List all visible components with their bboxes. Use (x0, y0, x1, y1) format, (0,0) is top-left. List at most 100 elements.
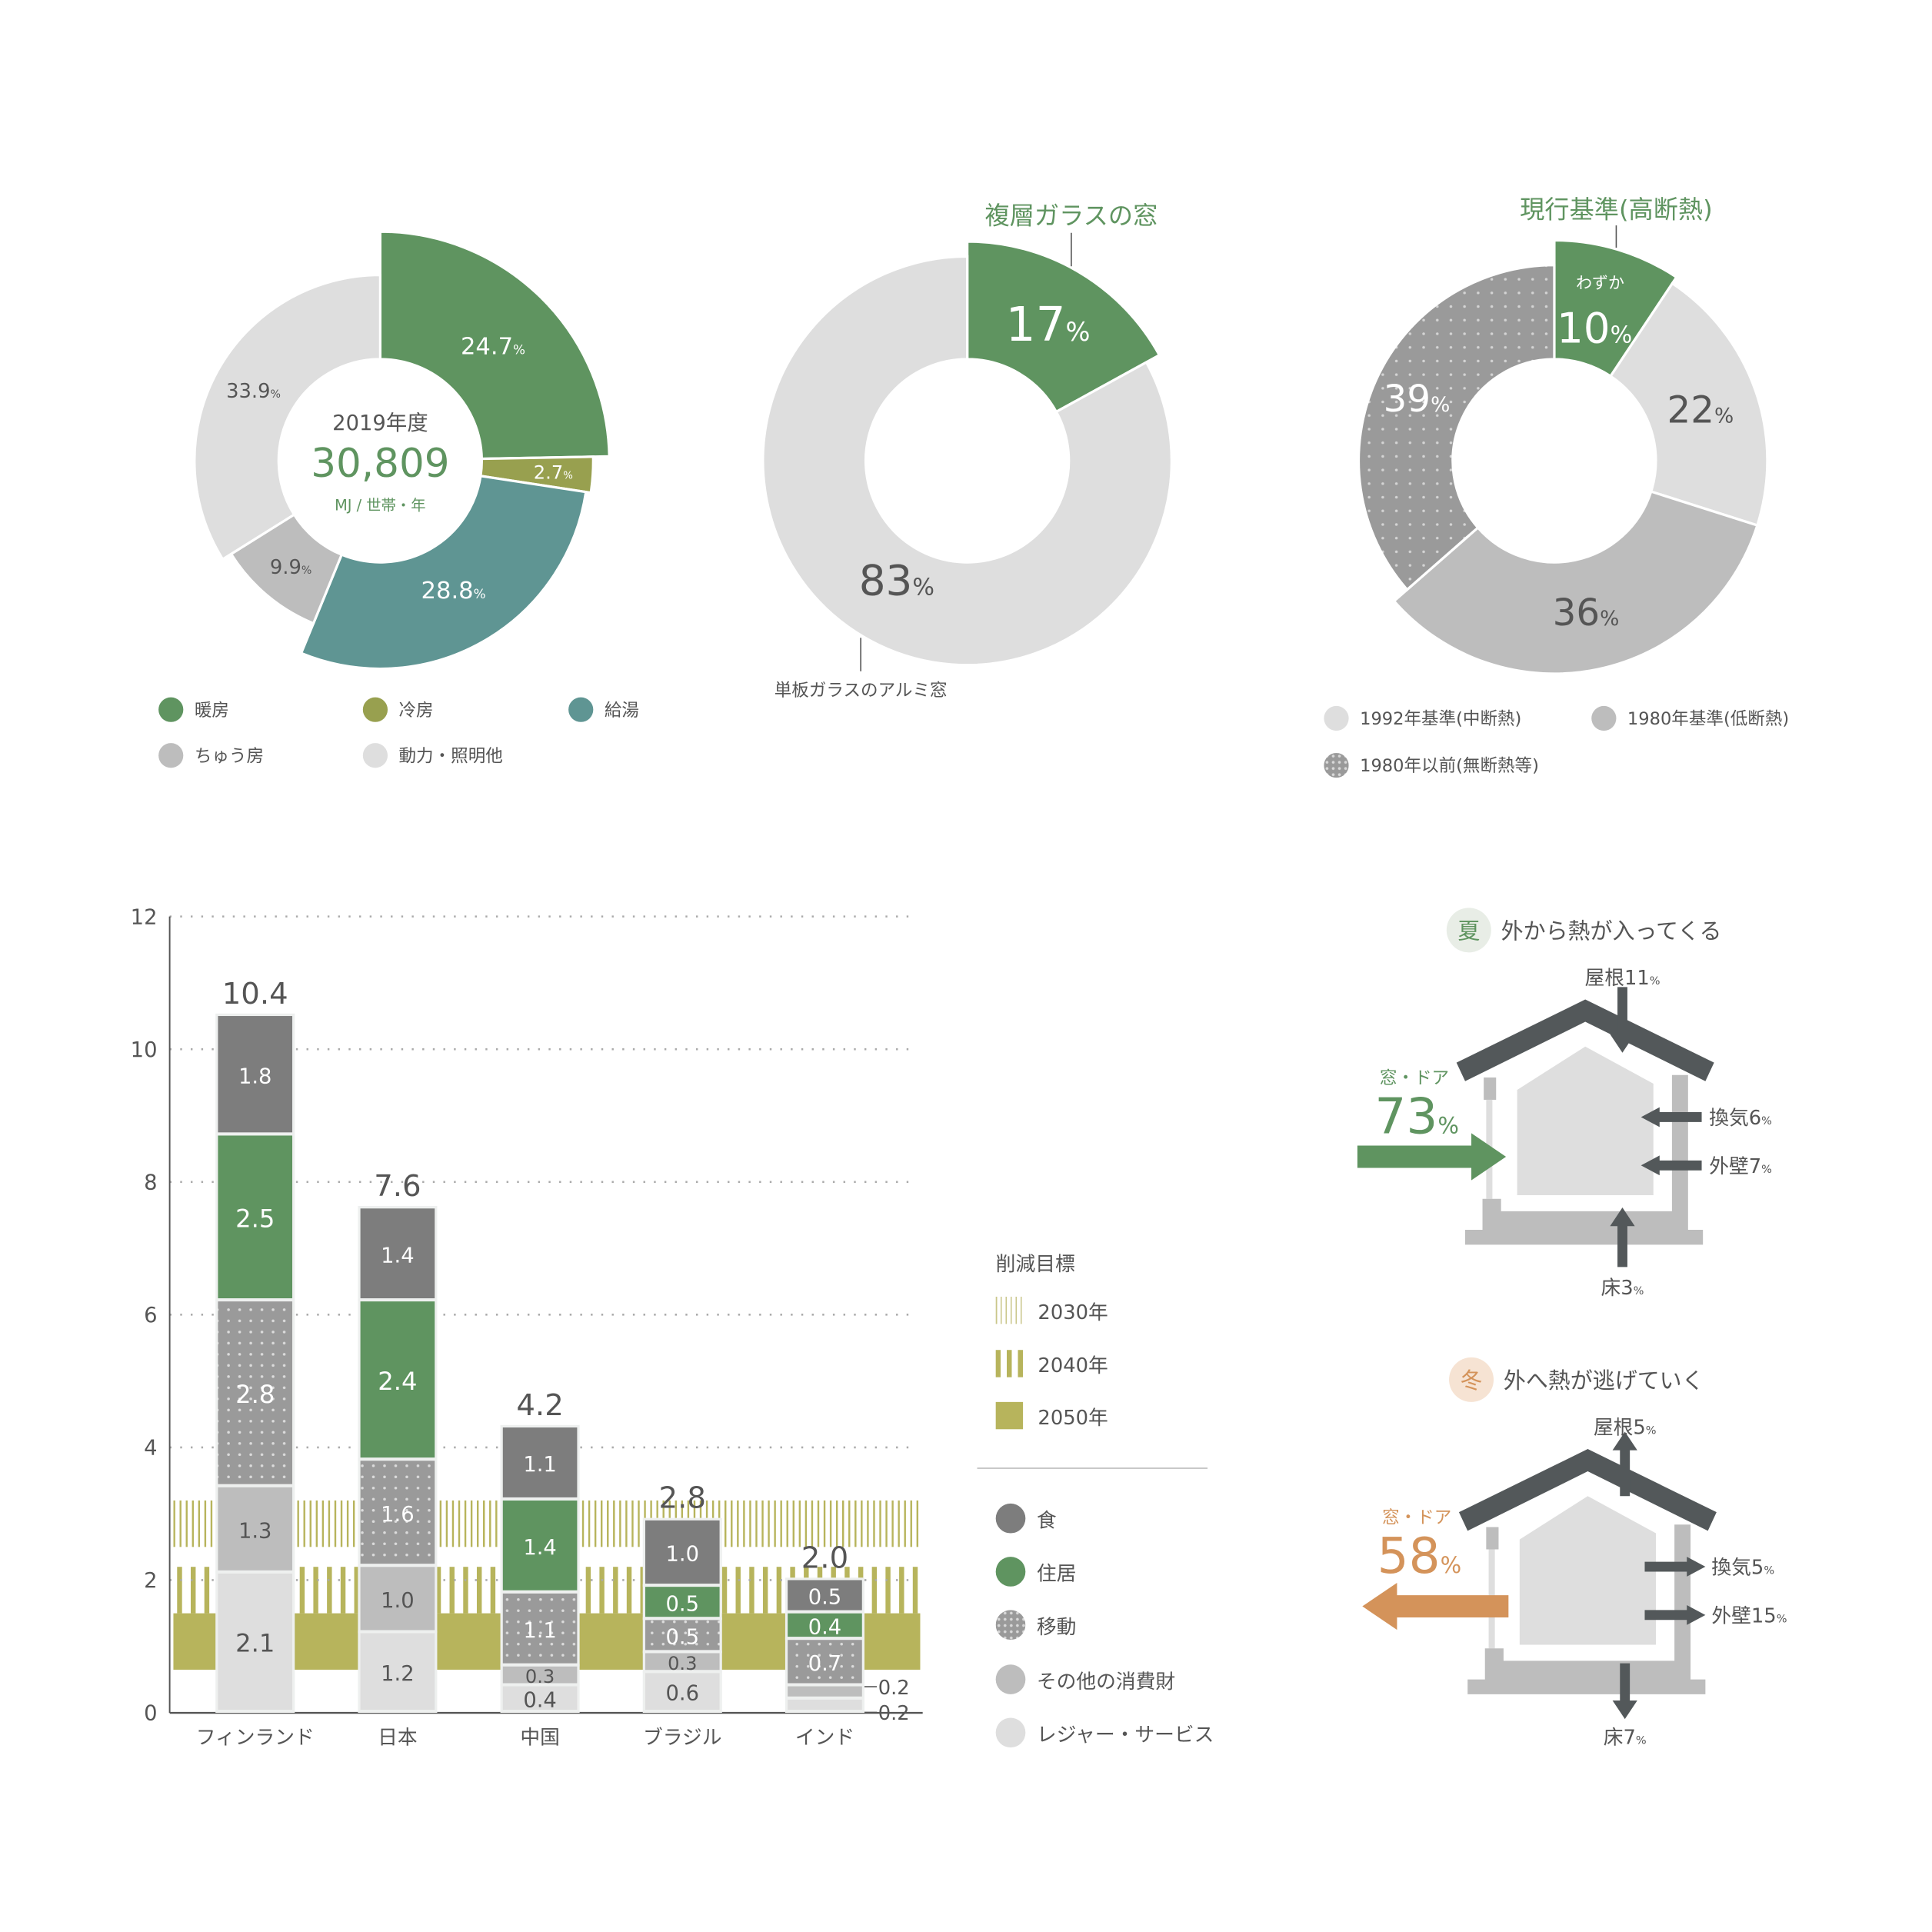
legend-label: 1980年以前(無断熱等) (1360, 756, 1539, 777)
legend-housing: 住居 (995, 1557, 1076, 1587)
wall-label: 外壁7% (1709, 1155, 1772, 1178)
bar-segment (502, 1427, 578, 1497)
x-category-label: 日本 (378, 1726, 418, 1749)
x-category-label: インド (795, 1726, 854, 1749)
bar-value-label: 1.0 (381, 1589, 415, 1613)
legend-swatch (362, 743, 388, 768)
window-arrow-icon (1357, 1133, 1507, 1181)
roof-label: 屋根5% (1594, 1417, 1657, 1440)
donut-slice (761, 255, 1173, 667)
x-category-label: 中国 (520, 1726, 560, 1749)
donut-center-value: 30,809 (311, 439, 450, 487)
y-tick-label: 10 (131, 1038, 158, 1062)
legend-swatch (158, 743, 184, 768)
bar-value-label: 0.6 (666, 1682, 700, 1706)
slice-label: 33.9% (226, 380, 281, 403)
legend-label: 2050年 (1038, 1405, 1108, 1430)
legend-divider (977, 1467, 1208, 1469)
bar-segment (360, 1633, 435, 1710)
legend-swatch (995, 1557, 1026, 1587)
window-value: 58% (1377, 1527, 1462, 1585)
bar-value-label: 2.4 (378, 1367, 417, 1396)
bar-segment (645, 1653, 720, 1671)
bar-total-label: 2.8 (659, 1481, 706, 1516)
legend-target-2040: 2040年 (995, 1349, 1108, 1379)
footprint-bar-chart: 0 2 4 6 8 10 12 2.1 1.3 2.8 2.5 1.8 10.4 フィンランド 1.2 1.0… (131, 905, 923, 1749)
bar-segment (645, 1587, 720, 1617)
house-icon (1458, 1449, 1717, 1694)
legend-label: 食 (1036, 1508, 1057, 1532)
legend-leisure: レジャー・サービス (995, 1717, 1214, 1748)
bar-value-label: 1.1 (523, 1453, 557, 1477)
slice-label: 10% (1557, 304, 1632, 353)
summer-title: 外から熱が入ってくる (1501, 918, 1722, 944)
slice-label: 24.7% (461, 333, 525, 360)
y-tick-label: 2 (144, 1569, 157, 1593)
winter-badge-text: 冬 (1461, 1367, 1483, 1394)
bar-segment (218, 1487, 293, 1571)
legend-food: 食 (995, 1503, 1057, 1534)
bar-value-label: 1.6 (381, 1503, 415, 1527)
bar-value-label: 0.3 (668, 1653, 697, 1674)
legend-item-kitchen: ちゅう房 (158, 743, 264, 768)
bar-segment (788, 1686, 862, 1697)
bar-segment (218, 1573, 293, 1710)
vent-arrow-icon (1641, 1107, 1702, 1128)
bar-value-label: 0.2 (878, 1677, 910, 1700)
y-tick-label: 8 (144, 1171, 157, 1194)
floor-arrow-icon (1612, 1663, 1637, 1720)
legend-item-1992: 1992年基準(中断熱) (1324, 705, 1522, 731)
house-icon (1456, 999, 1714, 1245)
legend-label: 移動 (1036, 1614, 1077, 1639)
winter-badge (1449, 1357, 1494, 1402)
bar-value-label: 0.2 (878, 1702, 910, 1725)
bar-value-label: 1.0 (666, 1543, 700, 1567)
legend-swatch (995, 1401, 1024, 1430)
bar-value-label: 0.4 (808, 1615, 842, 1639)
bar-segment (502, 1500, 578, 1591)
y-tick-label: 12 (131, 905, 158, 929)
legend-swatch (1324, 705, 1349, 731)
legend-swatch (158, 697, 184, 722)
donut-slice (1553, 238, 1678, 378)
legend-swatch (995, 1610, 1026, 1641)
bar-segment (360, 1208, 435, 1299)
slice-note: わずか (1576, 274, 1624, 292)
legend-label: 暖房 (194, 701, 229, 721)
legend-label: 2030年 (1038, 1300, 1108, 1324)
bar-value-label: 1.3 (238, 1519, 272, 1543)
slice-label: 2.7% (534, 461, 573, 483)
wall-arrow-icon (1641, 1155, 1702, 1176)
bar-segment (788, 1613, 862, 1637)
bar-segment (218, 1301, 293, 1484)
callout-current-standard: 現行基準(高断熱) (1520, 194, 1713, 225)
slice-label: 39% (1384, 378, 1451, 421)
slice-label: 36% (1553, 591, 1620, 635)
bar-value-label: 0.4 (523, 1688, 557, 1712)
slice-label: 17% (1006, 298, 1091, 352)
summer-badge-text: 夏 (1457, 918, 1480, 944)
legend-swatch (995, 1296, 1024, 1324)
y-tick-label: 6 (144, 1304, 157, 1327)
floor-label: 床3% (1601, 1277, 1644, 1300)
legend-target-2030: 2030年 (995, 1295, 1108, 1325)
bar-value-label: 1.4 (381, 1244, 415, 1267)
bar-value-label: 0.5 (666, 1592, 700, 1616)
slice-label: 22% (1667, 388, 1734, 431)
legend-label: 1992年基準(中断熱) (1360, 709, 1522, 730)
bar-value-label: 1.8 (238, 1064, 272, 1088)
wall-arrow-icon (1644, 1604, 1706, 1625)
donut-center-title: 2019年度 (332, 411, 428, 436)
legend-swatch (995, 1503, 1026, 1534)
legend-target-2050: 2050年 (995, 1401, 1108, 1431)
bar-segment (645, 1620, 720, 1651)
roof-label: 屋根11% (1584, 967, 1660, 990)
legend-label: 給湯 (604, 701, 639, 721)
legend-swatch (1591, 705, 1617, 731)
winter-title: 外へ熱が逃げていく (1504, 1367, 1704, 1394)
legend-item-cooling: 冷房 (362, 697, 434, 722)
bar-segment (360, 1461, 435, 1564)
roof-arrow-icon (1610, 987, 1635, 1053)
